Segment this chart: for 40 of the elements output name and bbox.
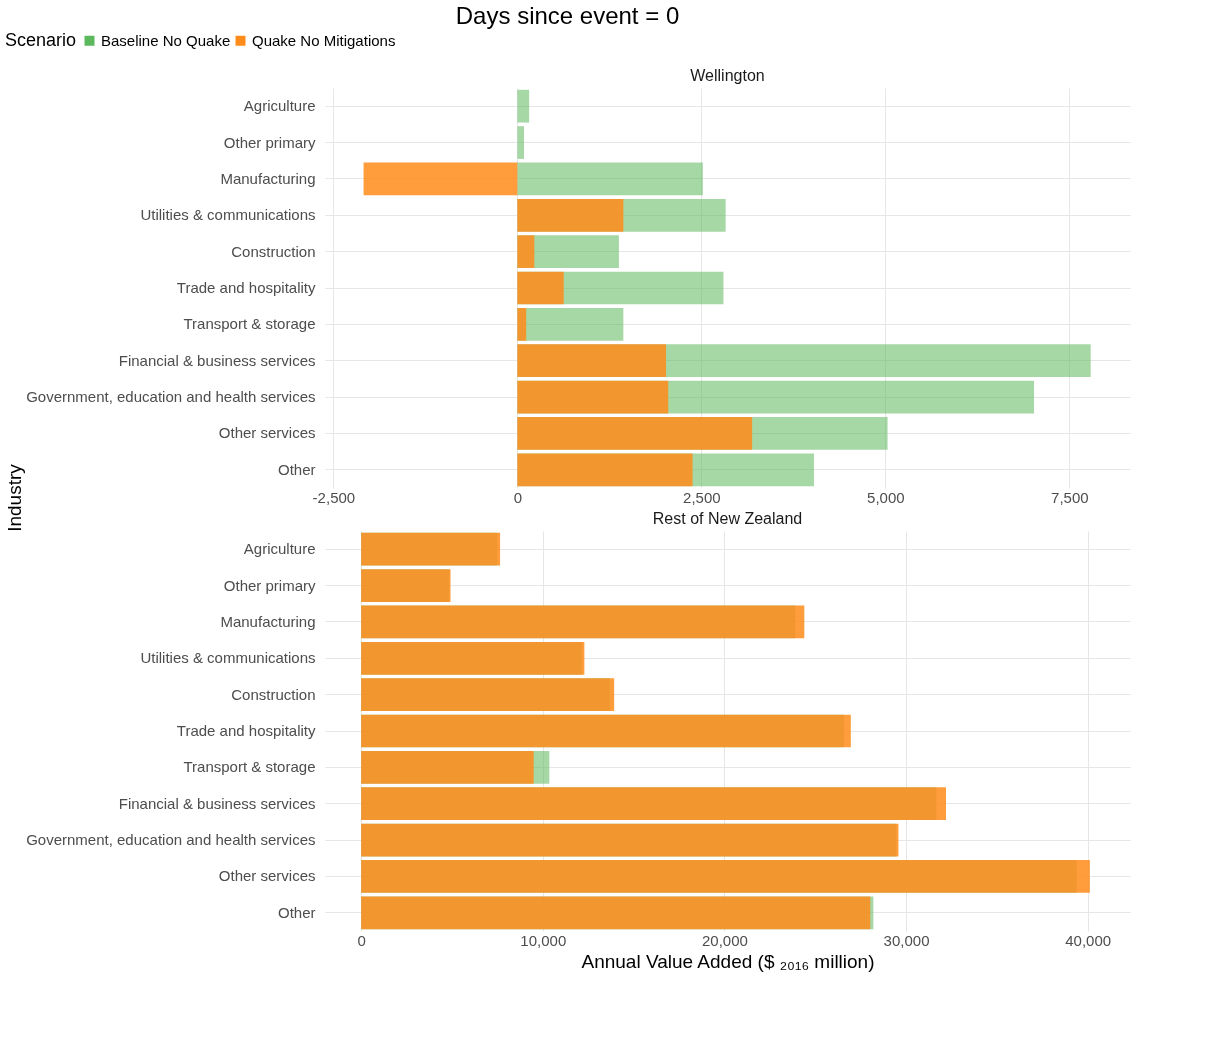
y-tick-label: Financial & business services xyxy=(118,794,316,812)
y-tick-label: Other services xyxy=(218,867,316,885)
y-tick-label: Financial & business services xyxy=(118,351,316,369)
y-tick-label: Construction xyxy=(231,242,316,260)
x-axis-title: Annual Value Added ($ ₂₀₁₆ million) xyxy=(581,950,875,972)
y-tick-label: Transport & storage xyxy=(183,758,316,776)
x-tick-label: 2,500 xyxy=(683,488,721,506)
y-tick-label: Agriculture xyxy=(243,97,316,115)
legend-label: Quake No Mitigations xyxy=(252,31,396,49)
y-tick-label: Utilities & communications xyxy=(140,649,316,667)
x-tick-label: 30,000 xyxy=(883,931,930,949)
x-tick-label: 0 xyxy=(357,931,366,949)
y-tick-label: Government, education and health services xyxy=(26,388,316,406)
y-tick-label: Manufacturing xyxy=(220,169,316,187)
x-tick-label: 10,000 xyxy=(520,931,567,949)
x-tick-label: -2,500 xyxy=(312,488,356,506)
x-tick-label: 7,500 xyxy=(1051,488,1089,506)
y-tick-label: Utilities & communications xyxy=(140,206,316,224)
y-tick-label: Other xyxy=(277,903,316,921)
legend-label: Baseline No Quake xyxy=(101,31,231,49)
y-tick-label: Trade and hospitality xyxy=(176,722,316,739)
y-tick-label: Trade and hospitality xyxy=(176,279,316,296)
x-tick-label: 20,000 xyxy=(701,931,748,949)
legend-title: Scenario xyxy=(5,30,77,50)
y-axis-title: Industry xyxy=(4,463,25,532)
x-tick-label: 40,000 xyxy=(1065,931,1112,949)
y-tick-label: Construction xyxy=(231,685,316,703)
chart-title: Days since event = 0 xyxy=(455,2,680,29)
y-tick-label: Government, education and health services xyxy=(26,831,316,849)
y-tick-label: Other primary xyxy=(223,133,316,151)
chart-subtitle: Rest of New Zealand xyxy=(652,510,803,527)
chart-subtitle: Wellington xyxy=(690,67,765,84)
y-tick-label: Other xyxy=(277,460,316,478)
y-tick-label: Other services xyxy=(218,424,316,442)
x-tick-label: 5,000 xyxy=(867,488,905,506)
y-tick-label: Agriculture xyxy=(243,540,316,558)
y-tick-label: Transport & storage xyxy=(183,315,316,333)
y-tick-label: Manufacturing xyxy=(220,612,316,630)
x-tick-label: 0 xyxy=(513,488,523,506)
y-tick-label: Other primary xyxy=(223,576,316,594)
